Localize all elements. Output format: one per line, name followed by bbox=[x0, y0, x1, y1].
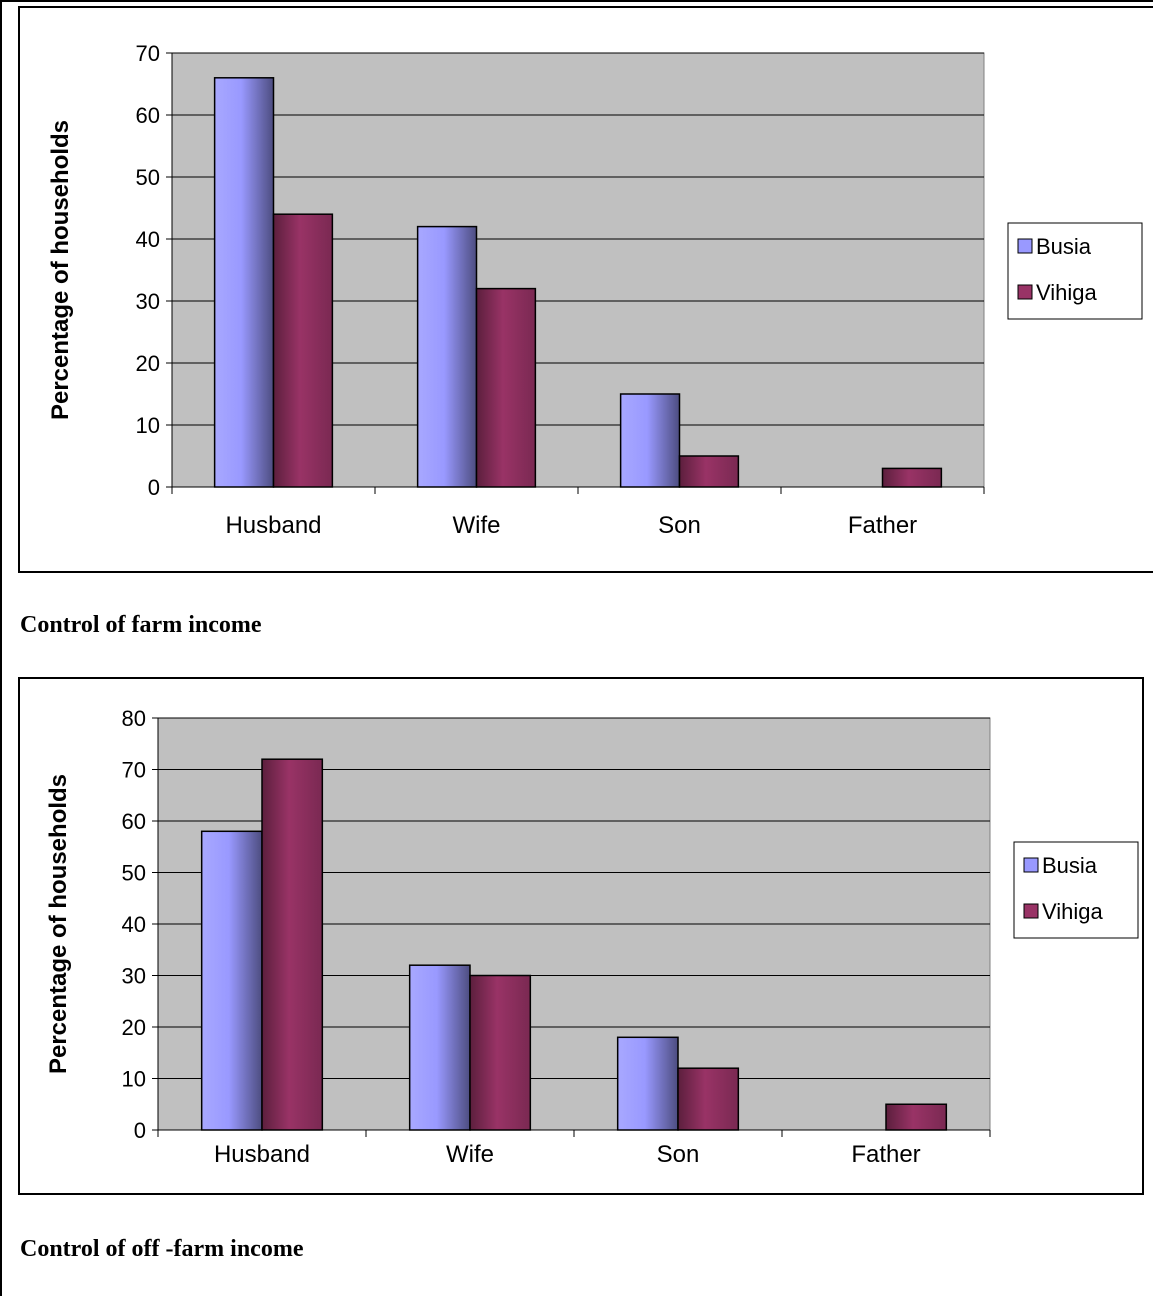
off-farm-y-tick-label: 0 bbox=[134, 1118, 146, 1143]
farm-bar-busia-son bbox=[619, 393, 681, 488]
farm-x-category-label: Father bbox=[848, 512, 917, 539]
off-farm-y-tick-label: 60 bbox=[122, 809, 146, 834]
farm-y-tick-label: 10 bbox=[136, 413, 160, 438]
off-farm-x-category-label: Son bbox=[657, 1141, 700, 1168]
farm-x-category-label: Husband bbox=[225, 512, 321, 539]
farm-bar-busia-wife bbox=[416, 225, 478, 488]
off-farm-income-caption: Control of off -farm income bbox=[20, 1236, 304, 1262]
farm-y-tick-label: 40 bbox=[136, 227, 160, 252]
farm-legend-label-vihiga: Vihiga bbox=[1036, 280, 1098, 305]
off-farm-bar-vihiga-father bbox=[885, 1103, 948, 1131]
farm-bar-vihiga-husband bbox=[272, 213, 334, 488]
off-farm-y-tick-label: 70 bbox=[122, 758, 146, 783]
off-farm-x-category-label: Father bbox=[851, 1141, 920, 1168]
farm-legend-label-busia: Busia bbox=[1036, 234, 1092, 259]
farm-income-chart-svg: 0 10 20 30 40 50 60 70 Husband Wife Son Father Perce… bbox=[47, 41, 1143, 539]
farm-bar-vihiga-wife bbox=[475, 287, 537, 488]
off-farm-legend-swatch-busia bbox=[1023, 857, 1039, 873]
off-farm-x-category-label: Wife bbox=[446, 1141, 494, 1168]
farm-y-tick-label: 30 bbox=[136, 289, 160, 314]
farm-income-caption: Control of farm income bbox=[20, 612, 262, 638]
off-farm-y-tick-label: 40 bbox=[122, 912, 146, 937]
off-farm-bar-vihiga-husband bbox=[261, 758, 324, 1131]
off-farm-y-tick-label: 80 bbox=[122, 706, 146, 731]
off-farm-bar-vihiga-wife bbox=[469, 974, 532, 1131]
farm-y-tick-label: 70 bbox=[136, 41, 160, 66]
off-farm-income-chart-svg: 0 10 20 30 40 50 60 70 80 Husband Wife Son Father Per… bbox=[45, 706, 1139, 1168]
farm-x-category-label: Son bbox=[658, 512, 701, 539]
farm-bar-vihiga-son bbox=[678, 455, 740, 488]
farm-x-category-label: Wife bbox=[453, 512, 501, 539]
off-farm-legend-label-busia: Busia bbox=[1042, 853, 1098, 878]
off-farm-x-category-label: Husband bbox=[214, 1141, 310, 1168]
off-farm-y-tick-label: 20 bbox=[122, 1015, 146, 1040]
farm-y-tick-label: 50 bbox=[136, 165, 160, 190]
farm-y-axis-title: Percentage of households bbox=[47, 120, 74, 420]
off-farm-legend-label-vihiga: Vihiga bbox=[1042, 899, 1104, 924]
farm-y-tick-label: 0 bbox=[148, 475, 160, 500]
off-farm-y-tick-label: 30 bbox=[122, 964, 146, 989]
off-farm-y-tick-label: 10 bbox=[122, 1067, 146, 1092]
farm-legend-swatch-busia bbox=[1017, 238, 1033, 254]
off-farm-bar-busia-wife bbox=[408, 964, 471, 1131]
off-farm-legend-swatch-vihiga bbox=[1023, 903, 1039, 919]
off-farm-income-chart: 0 10 20 30 40 50 60 70 80 Husband Wife Son Father Per… bbox=[18, 677, 1144, 1195]
farm-bar-vihiga-father bbox=[881, 467, 943, 488]
off-farm-y-axis-title: Percentage of households bbox=[45, 774, 72, 1074]
farm-income-chart: 0 10 20 30 40 50 60 70 Husband Wife Son Father Perce… bbox=[18, 6, 1153, 573]
off-farm-bar-vihiga-son bbox=[677, 1067, 740, 1131]
farm-y-tick-label: 20 bbox=[136, 351, 160, 376]
off-farm-bar-busia-husband bbox=[200, 830, 263, 1131]
farm-legend-swatch-vihiga bbox=[1017, 284, 1033, 300]
off-farm-y-tick-label: 50 bbox=[122, 861, 146, 886]
farm-y-tick-label: 60 bbox=[136, 103, 160, 128]
farm-bar-busia-husband bbox=[213, 77, 275, 488]
off-farm-bar-busia-son bbox=[616, 1036, 679, 1131]
